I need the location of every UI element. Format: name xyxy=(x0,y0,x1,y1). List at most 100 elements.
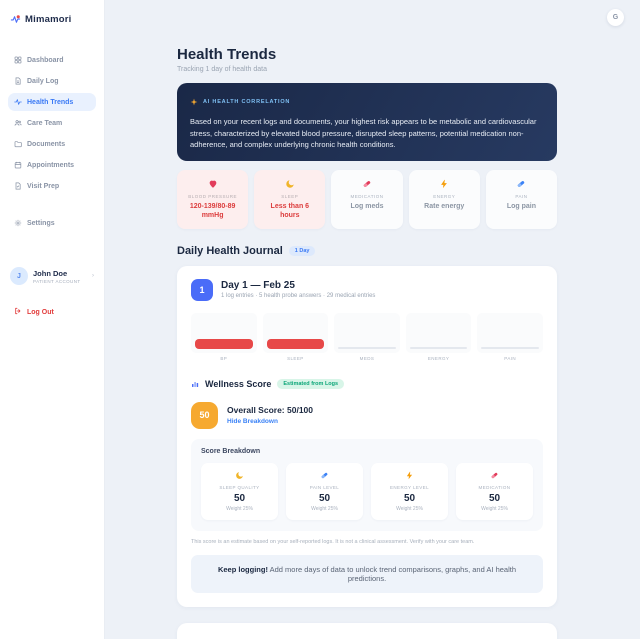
page-title: Health Trends xyxy=(177,46,277,63)
pill-icon xyxy=(334,179,399,190)
sidebar-item-label: Settings xyxy=(27,219,55,227)
chevron-right-icon: › xyxy=(92,273,94,279)
overall-score-row: 50 Overall Score: 50/100 Hide Breakdown xyxy=(191,401,543,429)
chart-bar xyxy=(266,338,325,349)
score-disclaimer: This score is an estimate based on your … xyxy=(191,538,475,545)
hide-breakdown-link[interactable]: Hide Breakdown xyxy=(227,418,278,426)
chart-column-meds[interactable]: MEDS xyxy=(334,312,400,361)
user-meta: John Doe PATIENT ACCOUNT xyxy=(33,269,87,284)
document-icon xyxy=(189,634,197,639)
keep-logging-bold: Keep logging! xyxy=(217,564,268,574)
profile-avatar[interactable]: G xyxy=(607,9,624,26)
analyzed-documents-header: Analyzed Documents 2 xyxy=(189,634,545,639)
sidebar-item-visit-prep[interactable]: Visit Prep xyxy=(8,177,96,195)
wellness-score-header: Wellness Score Estimated from Logs xyxy=(191,375,543,393)
journal-header: Daily Health Journal 1 Day xyxy=(177,245,557,257)
sidebar-item-label: Appointments xyxy=(27,161,75,169)
file-icon xyxy=(14,77,22,85)
stat-label: MEDICATION xyxy=(350,193,384,199)
chart-column-sleep[interactable]: SLEEP xyxy=(262,312,329,361)
chart-column-energy[interactable]: ENERGY xyxy=(405,312,472,361)
sidebar-item-health-trends[interactable]: Health Trends xyxy=(8,93,96,111)
pill-icon xyxy=(489,179,554,190)
ai-banner-label: AI HEALTH CORRELATION xyxy=(203,99,291,105)
stat-label: SLEEP xyxy=(281,193,299,199)
user-avatar: J xyxy=(10,267,28,285)
ai-banner-header: AI HEALTH CORRELATION xyxy=(190,93,544,111)
chart-bar-area xyxy=(477,312,543,353)
folder-icon xyxy=(14,140,22,148)
stat-card-blood-pressure[interactable]: BLOOD PRESSURE 120-139/80-89 mmHg xyxy=(177,169,249,229)
sidebar-item-daily-log[interactable]: Daily Log xyxy=(8,72,96,90)
stat-value: 120-139/80-89 mmHg xyxy=(189,202,236,220)
bolt-icon xyxy=(374,471,445,481)
stat-card-energy[interactable]: ENERGY Rate energy xyxy=(408,169,480,229)
pulse-icon xyxy=(14,98,22,106)
stat-card-sleep[interactable]: SLEEP Less than 6 hours xyxy=(254,169,326,229)
stat-card-pain[interactable]: PAIN Log pain xyxy=(485,169,558,229)
sidebar-item-dashboard[interactable]: Dashboard xyxy=(8,51,96,69)
sidebar-item-label: Health Trends xyxy=(27,98,74,106)
clipboard-icon xyxy=(14,182,22,190)
logout-label: Log Out xyxy=(27,308,54,316)
breakdown-label: ENERGY LEVEL xyxy=(390,484,429,490)
stat-card-medication[interactable]: MEDICATION Log meds xyxy=(331,169,403,229)
sidebar-item-appointments[interactable]: Appointments xyxy=(8,156,96,174)
day-title: Day 1 — Feb 25 xyxy=(221,280,295,292)
journal-title: Daily Health Journal xyxy=(177,244,283,257)
ai-banner-text: Based on your recent logs and documents,… xyxy=(190,117,537,150)
chart-bar xyxy=(338,346,396,349)
sidebar-item-documents[interactable]: Documents xyxy=(8,135,96,153)
score-breakdown-panel: Score Breakdown SLEEP QUALITY 50 Weight … xyxy=(191,438,543,531)
analyzed-documents-card: Analyzed Documents 2 Clinical Notes.pdf … xyxy=(177,622,557,639)
breakdown-score: 50 xyxy=(233,492,246,504)
breakdown-card-pain-level: PAIN LEVEL 50 Weight 25% xyxy=(286,462,363,520)
stat-value: Log meds xyxy=(350,202,384,210)
day-header[interactable]: 1 Day 1 — Feb 25 1 log entries · 5 healt… xyxy=(191,278,543,301)
app-name: Mimamori xyxy=(25,14,72,25)
breakdown-weight: Weight 25% xyxy=(481,505,508,512)
pill-icon xyxy=(459,471,530,481)
sidebar-item-care-team[interactable]: Care Team xyxy=(8,114,96,132)
chart-bar xyxy=(195,338,253,349)
day-number-badge: 1 xyxy=(191,278,213,301)
chart-column-pain[interactable]: PAIN xyxy=(477,312,543,361)
breakdown-card-sleep-quality: SLEEP QUALITY 50 Weight 25% xyxy=(201,462,278,520)
chart-bar-area xyxy=(262,312,329,353)
chart-bar xyxy=(481,346,539,349)
calendar-icon xyxy=(14,161,22,169)
bolt-icon xyxy=(412,179,477,190)
heart-icon xyxy=(180,179,245,190)
keep-logging-text: Add more days of data to unlock trend co… xyxy=(267,564,517,583)
breakdown-weight: Weight 25% xyxy=(226,505,253,512)
score-breakdown-row: SLEEP QUALITY 50 Weight 25% PAIN LEVEL 5… xyxy=(201,462,533,520)
sidebar-item-label: Daily Log xyxy=(27,77,59,85)
analyzed-documents-title: Analyzed Documents xyxy=(202,638,288,639)
moon-icon xyxy=(204,471,275,481)
page-subtitle: Tracking 1 day of health data xyxy=(177,66,268,73)
chart-bar-area xyxy=(191,312,257,353)
chart-bar xyxy=(409,346,468,349)
logout-button[interactable]: Log Out xyxy=(8,303,96,321)
main-content: G Health Trends Tracking 1 day of health… xyxy=(105,0,640,639)
breakdown-score: 50 xyxy=(403,492,416,504)
people-icon xyxy=(14,119,22,127)
chart-bar-area xyxy=(405,312,472,353)
user-name: John Doe xyxy=(33,268,68,278)
breakdown-label: SLEEP QUALITY xyxy=(219,484,260,490)
journal-day-badge: 1 Day xyxy=(288,245,316,256)
sidebar-item-settings[interactable]: Settings xyxy=(8,214,96,232)
breakdown-score: 50 xyxy=(318,492,331,504)
sidebar-item-label: Visit Prep xyxy=(27,182,60,190)
sidebar: Mimamori Dashboard Daily Log Health Tren… xyxy=(0,0,105,639)
app-logo: Mimamori xyxy=(8,12,96,25)
breakdown-weight: Weight 25% xyxy=(396,505,423,512)
user-account[interactable]: J John Doe PATIENT ACCOUNT › xyxy=(8,265,96,287)
content-column: Health Trends Tracking 1 day of health d… xyxy=(177,0,558,639)
chart-column-bp[interactable]: BP xyxy=(191,312,257,361)
stat-label: ENERGY xyxy=(433,193,456,199)
breakdown-weight: Weight 25% xyxy=(311,505,338,512)
score-badge: 50 xyxy=(191,401,218,429)
keep-logging-banner: Keep logging! Add more days of data to u… xyxy=(191,554,543,593)
stat-label: BLOOD PRESSURE xyxy=(188,193,237,199)
